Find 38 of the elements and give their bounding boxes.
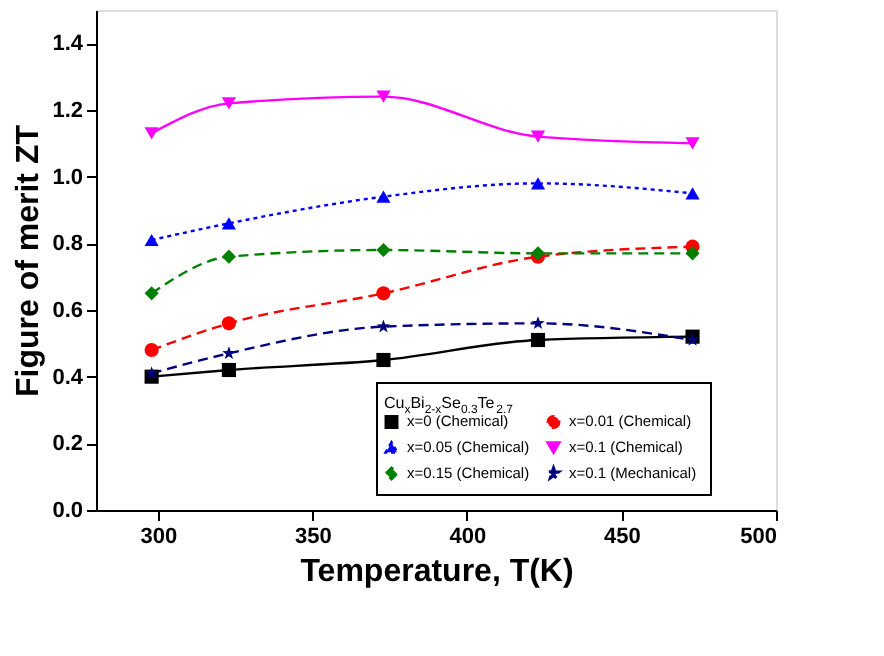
- y-tick-label: 0.2: [52, 432, 83, 457]
- y-tick-label: 1.0: [52, 165, 83, 190]
- x-tick-label: 300: [140, 525, 178, 549]
- point: [222, 346, 236, 360]
- point: [530, 177, 546, 190]
- y-axis-title: Figure of merit ZT: [12, 124, 47, 397]
- y-tick-label: 1.2: [52, 99, 83, 123]
- point: [376, 286, 391, 301]
- y-tick-label: 0.6: [52, 299, 83, 323]
- point: [376, 319, 391, 333]
- x-tick-label: 400: [449, 525, 487, 549]
- point: [221, 249, 236, 264]
- y-tick-label: 0.0: [52, 499, 83, 523]
- point: [221, 217, 236, 230]
- point: [685, 137, 700, 150]
- x-tick-label: 450: [604, 525, 641, 549]
- point: [685, 246, 700, 261]
- point: [376, 242, 391, 258]
- y-tick-label: 0.8: [52, 232, 83, 257]
- point: [144, 342, 159, 358]
- point: [144, 127, 159, 140]
- y-tick-label: 1.4: [52, 32, 85, 57]
- point: [221, 316, 236, 331]
- point: [144, 286, 159, 301]
- point: [221, 97, 236, 110]
- point: [376, 90, 391, 103]
- point: [376, 190, 391, 203]
- x-tick-label: 500: [740, 525, 777, 549]
- point: [221, 362, 236, 378]
- point: [530, 332, 546, 348]
- point: [376, 352, 391, 368]
- y-tick-label: 0.4: [52, 365, 85, 390]
- x-axis-title: Temperature, T(K): [300, 555, 574, 589]
- x-tick-label: 350: [295, 525, 332, 549]
- point: [144, 233, 159, 247]
- point: [685, 187, 700, 200]
- point: [530, 130, 546, 143]
- point: [531, 316, 545, 330]
